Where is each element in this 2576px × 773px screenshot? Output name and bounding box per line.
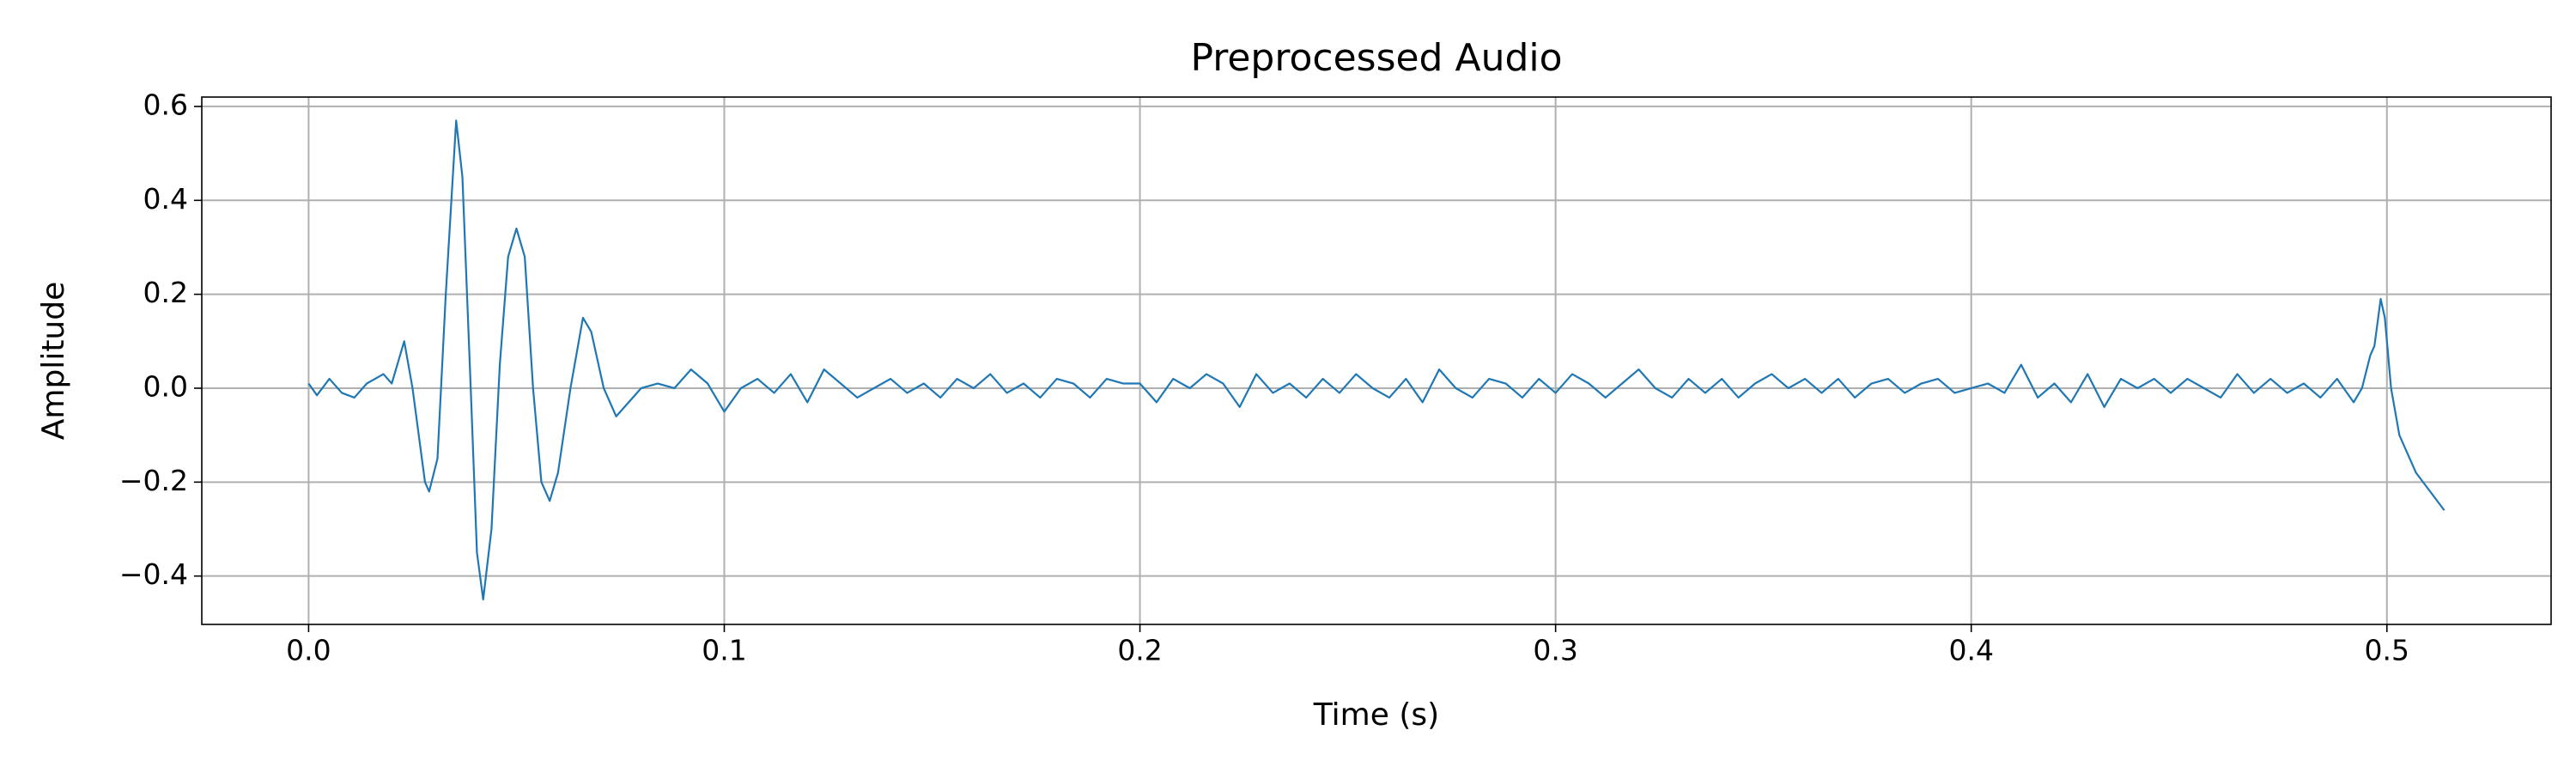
- x-tick-label: 0.0: [286, 634, 331, 667]
- x-tick-label: 0.2: [1117, 634, 1162, 667]
- plot-frame: [201, 96, 2552, 625]
- y-tick-label: 0.6: [143, 88, 188, 121]
- chart-title: Preprocessed Audio: [1190, 36, 1562, 80]
- y-tick-label: −0.2: [119, 464, 188, 497]
- x-tick-label: 0.5: [2365, 634, 2409, 667]
- y-tick-label: 0.2: [143, 276, 188, 309]
- y-tick-label: 0.0: [143, 369, 188, 403]
- x-tick-label: 0.4: [1948, 634, 1993, 667]
- y-tick-label: −0.4: [119, 557, 188, 591]
- line-series: [307, 119, 2445, 601]
- x-tick-label: 0.3: [1533, 634, 1577, 667]
- y-tick-label: 0.4: [143, 182, 188, 216]
- x-axis-label: Time (s): [1313, 697, 1439, 733]
- x-tick-label: 0.1: [702, 634, 746, 667]
- y-axis-label: Amplitude: [36, 282, 71, 440]
